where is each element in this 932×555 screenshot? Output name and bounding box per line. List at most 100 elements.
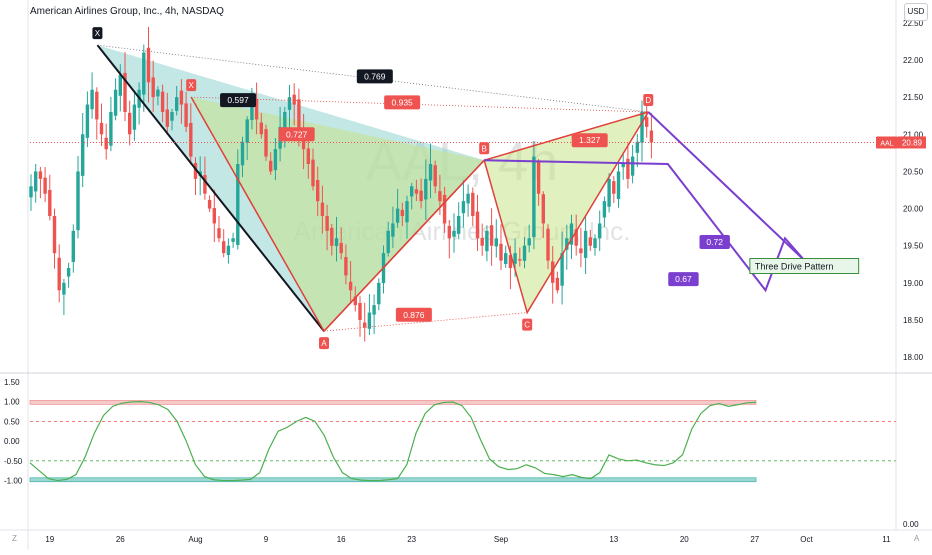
candle-body (85, 104, 90, 138)
candle-body (504, 253, 508, 264)
annotation-text: Three Drive Pattern (755, 262, 834, 272)
candle-body (34, 171, 38, 192)
price-axis-tick-label: 21.00 (903, 130, 924, 139)
candle-body (170, 112, 174, 121)
candle-body (555, 277, 560, 291)
osc-axis-tick-label: 0.00 (4, 437, 20, 446)
ratio-label: 1.327 (579, 135, 601, 145)
pattern-point-badge (522, 318, 533, 331)
candle-body (29, 186, 33, 198)
candle-body (475, 211, 480, 239)
osc-axis-tick-label: 1.50 (4, 378, 20, 387)
candle-body (574, 229, 578, 246)
candle-body (602, 201, 607, 218)
candle-body (118, 74, 122, 96)
candle-body (395, 208, 400, 223)
ratio-badge (668, 272, 699, 287)
pattern-point-label: B (479, 142, 490, 155)
candle-body (306, 148, 310, 164)
candle-body (494, 238, 498, 247)
candle-body (76, 171, 80, 231)
candle-body (66, 268, 71, 277)
candle-body (400, 209, 404, 216)
candle-body (128, 112, 132, 135)
candle-body (292, 94, 296, 105)
pattern-point-label: C (522, 318, 533, 331)
timezone-button[interactable]: Z (12, 534, 17, 543)
candle-body (645, 117, 649, 127)
candle-body (95, 91, 99, 120)
pattern-point-label: X (92, 27, 103, 40)
auto-scale-button[interactable]: A (914, 534, 920, 543)
candle-body (339, 242, 343, 254)
osc-axis-tick-label: -0.50 (4, 457, 23, 466)
price-axis-tick-label: 18.50 (903, 316, 924, 325)
candle-body (358, 303, 362, 320)
candle-body (489, 225, 494, 246)
candle-body (132, 104, 137, 130)
candle-body (43, 177, 47, 194)
pattern-point-text: D (645, 96, 651, 105)
ratio-label: 0.67 (675, 274, 692, 284)
candle-body (579, 248, 583, 254)
candle-body (52, 216, 57, 254)
time-axis-tick-label: 20 (680, 535, 689, 544)
candle-body (569, 223, 574, 245)
candle-body (38, 171, 43, 179)
candle-body (447, 225, 451, 239)
candle-body (410, 186, 414, 197)
inner-x-text: X (189, 81, 195, 90)
candle-body (207, 199, 212, 209)
candle-body (273, 149, 278, 171)
candle-body (165, 109, 169, 127)
candle-body (160, 91, 165, 112)
candle-body (109, 112, 113, 146)
annotation-box (749, 258, 860, 275)
candle-body (551, 261, 555, 283)
chart-title: American Airlines Group, Inc., 4h, NASDA… (30, 6, 224, 17)
candle-body (240, 141, 245, 166)
ticker-tag-text: AAL (880, 140, 893, 147)
candle-body (626, 158, 630, 179)
candle-body (424, 178, 428, 200)
candle-body (236, 164, 240, 245)
pattern-point-text: C (524, 321, 530, 330)
time-axis-tick-label: 19 (45, 535, 54, 544)
candle-body (297, 99, 301, 135)
candle-body (71, 230, 75, 262)
candle-body (90, 89, 94, 110)
pattern-point-badge (479, 142, 490, 155)
time-axis-tick-label: 26 (116, 535, 125, 544)
candle-body (560, 253, 564, 286)
candle-body (203, 175, 207, 194)
ratio-label: 0.597 (227, 95, 249, 105)
price-axis-tick-label: 19.00 (903, 279, 924, 288)
candle-body (146, 47, 151, 83)
candle-body (81, 134, 85, 176)
candle-body (226, 245, 231, 256)
pattern-point-badge (319, 337, 330, 350)
time-axis-tick-label: Sep (494, 535, 509, 544)
pattern-point-text: B (482, 144, 487, 153)
price-axis-tick-label: 19.50 (903, 242, 924, 251)
ratio-label: 0.935 (392, 97, 414, 107)
pattern-ac-dotted (323, 312, 528, 332)
candle-body (316, 179, 320, 202)
ratio-badge (356, 69, 393, 84)
candle-body (254, 98, 259, 120)
candle-body (48, 189, 52, 216)
pattern-point-badge (92, 27, 103, 40)
candle-body (649, 130, 654, 143)
candle-body (189, 122, 193, 157)
candle-body (283, 112, 287, 128)
time-axis-tick-label: 16 (337, 535, 346, 544)
candle-body (57, 257, 61, 291)
last-price-tag (898, 136, 926, 149)
osc-axis-tick-label: 1.00 (4, 398, 20, 407)
currency-button[interactable]: USD (904, 3, 928, 21)
candle-body (193, 162, 198, 179)
ticker-tag (876, 136, 898, 149)
time-axis-tick-label: 11 (882, 535, 891, 544)
